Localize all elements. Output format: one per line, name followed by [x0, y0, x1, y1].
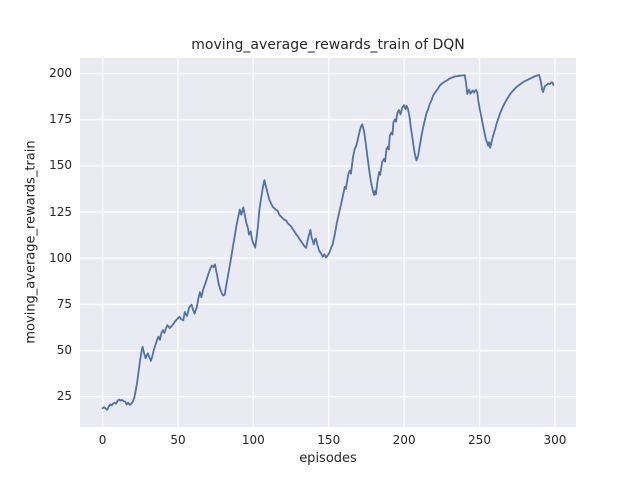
- plot-area: [80, 58, 576, 427]
- x-tick-label: 150: [317, 433, 341, 447]
- data-line: [101, 74, 555, 411]
- x-axis-label: episodes: [299, 451, 357, 466]
- x-tick-label: 250: [468, 433, 491, 447]
- chart-canvas: [80, 58, 576, 427]
- gridlines: [80, 58, 576, 427]
- y-tick-label: 50: [56, 343, 72, 358]
- x-tick-label: 100: [241, 433, 265, 447]
- chart-title: moving_average_rewards_train of DQN: [191, 37, 465, 53]
- x-tick-label: 50: [170, 433, 186, 447]
- x-tick-label: 200: [392, 433, 416, 447]
- y-axis-label: moving_average_rewards_train: [23, 140, 39, 344]
- y-tick-label: 100: [49, 250, 72, 265]
- x-tick-label: 300: [543, 433, 567, 447]
- y-tick-label: 175: [49, 112, 72, 127]
- x-tick-label: 0: [98, 433, 107, 447]
- y-tick-label: 75: [56, 296, 72, 311]
- y-tick-label: 150: [49, 158, 72, 173]
- y-tick-label: 25: [56, 389, 72, 404]
- y-tick-label: 200: [49, 66, 72, 80]
- y-tick-label: 125: [49, 204, 72, 219]
